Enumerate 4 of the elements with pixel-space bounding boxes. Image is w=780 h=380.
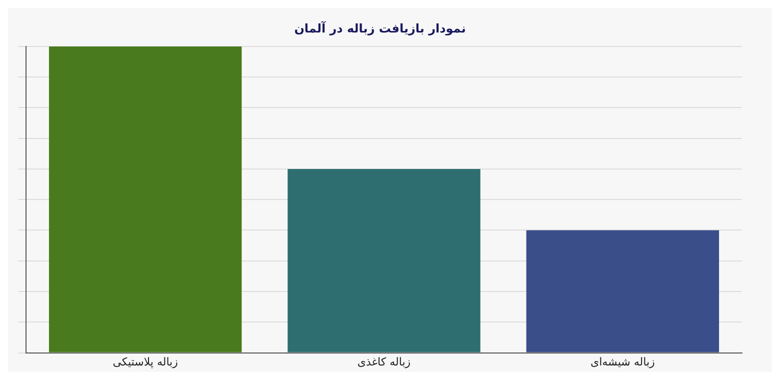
x-tick-label: زباله پلاستیکی — [112, 355, 178, 368]
x-tick-label: زباله شیشه‌ای — [590, 355, 655, 368]
x-tick-label: زباله کاغذی — [357, 355, 411, 368]
chart-title: نمودار بازیافت زباله در آلمان — [294, 20, 466, 36]
